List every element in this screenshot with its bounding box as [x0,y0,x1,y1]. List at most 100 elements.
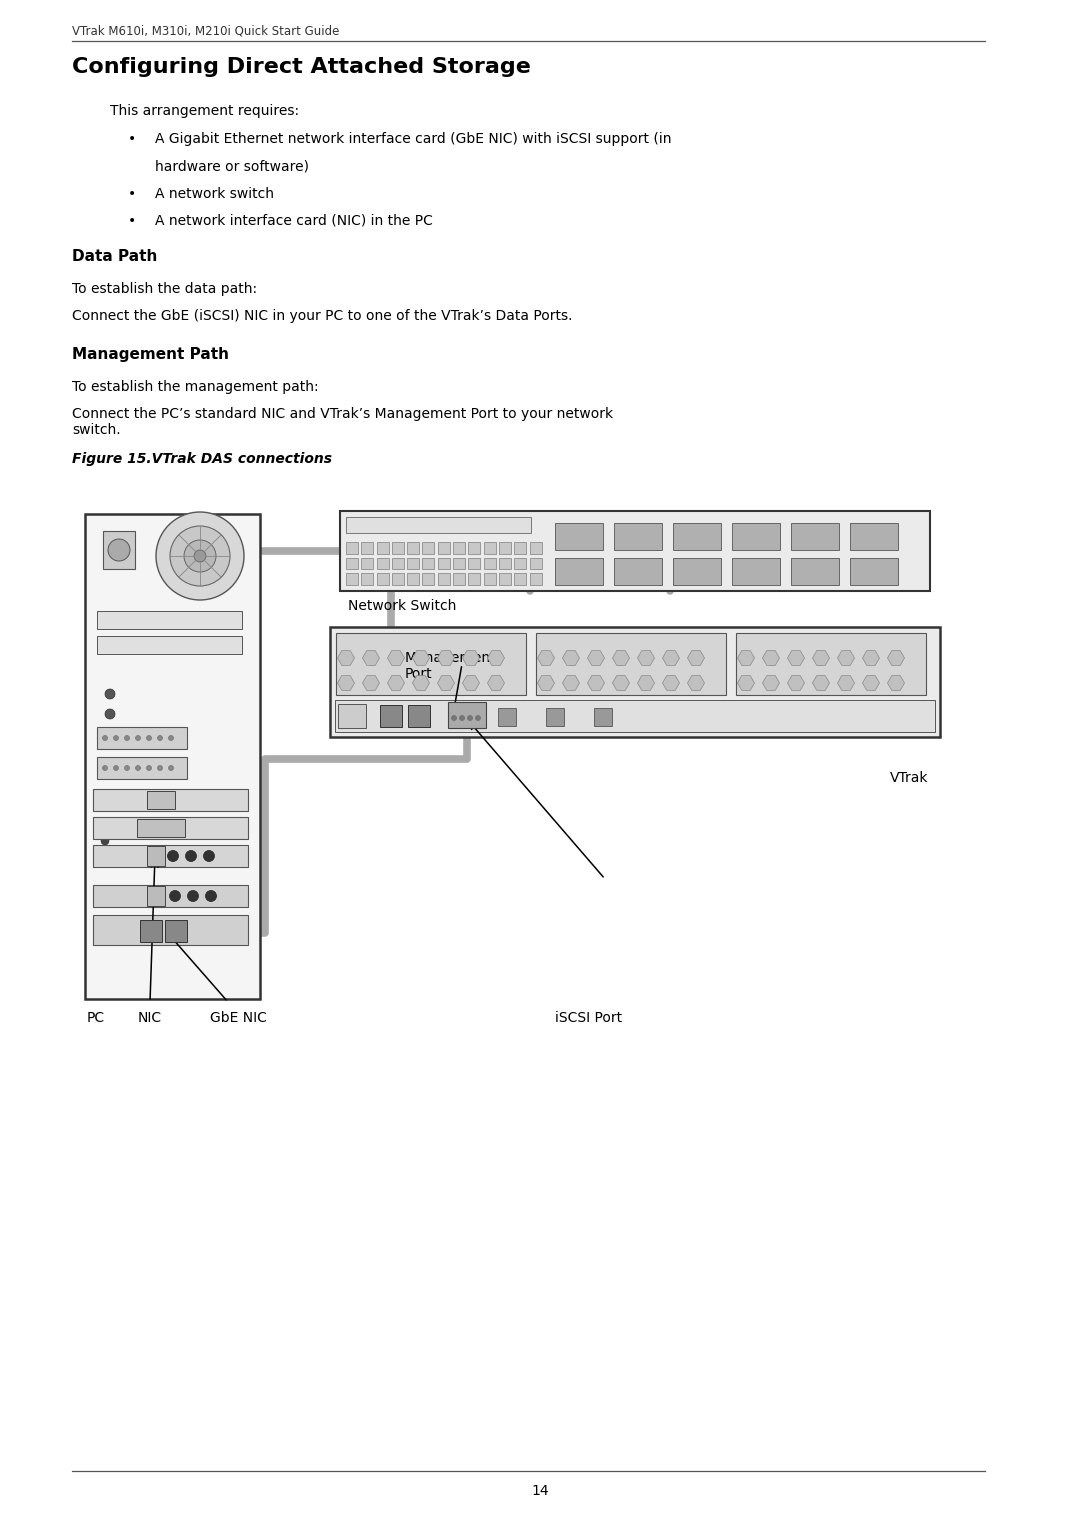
Circle shape [475,716,481,720]
Bar [362,573,374,586]
Circle shape [158,766,162,771]
Circle shape [194,550,206,563]
Circle shape [135,766,140,771]
Bar [448,702,486,728]
Bar [407,573,419,586]
Bar [377,541,389,553]
Circle shape [468,716,472,720]
Bar [338,703,366,728]
Circle shape [147,766,151,771]
Bar [346,517,531,534]
Circle shape [124,735,130,740]
Bar [103,531,135,569]
Circle shape [108,540,130,561]
Circle shape [105,690,114,699]
Bar [514,541,526,553]
Bar [93,885,248,907]
Text: PC: PC [87,1011,105,1024]
Text: •: • [129,214,136,228]
Bar [484,558,496,569]
Circle shape [113,735,119,740]
Text: Data Path: Data Path [72,249,158,265]
Bar [555,558,603,586]
Bar [454,573,465,586]
Bar [330,627,940,737]
Circle shape [205,890,216,902]
Bar [615,523,662,550]
Circle shape [149,850,161,861]
Text: Connect the GbE (iSCSI) NIC in your PC to one of the VTrak’s Data Ports.: Connect the GbE (iSCSI) NIC in your PC t… [72,309,572,323]
Bar [147,790,175,809]
Text: Figure 15.VTrak DAS connections: Figure 15.VTrak DAS connections [72,453,332,466]
Bar [408,705,430,726]
Bar [392,558,404,569]
Bar [377,573,389,586]
Text: Management Path: Management Path [72,347,229,362]
Bar [536,633,726,696]
Bar [437,541,449,553]
Text: iSCSI Port: iSCSI Port [555,1011,622,1024]
Bar [850,558,897,586]
Text: This arrangement requires:: This arrangement requires: [110,104,299,118]
Bar [335,700,935,732]
Circle shape [102,820,109,829]
Circle shape [103,735,108,740]
Bar [529,558,541,569]
Text: NIC: NIC [410,714,419,720]
Bar [673,558,721,586]
Bar [340,511,930,592]
Bar [732,558,780,586]
Bar [673,523,721,550]
Bar [93,789,248,810]
Bar [615,558,662,586]
Circle shape [170,526,230,586]
Circle shape [105,709,114,719]
Circle shape [203,850,215,861]
Text: VTrak: VTrak [890,771,929,784]
Bar [732,523,780,550]
Circle shape [113,766,119,771]
Bar [147,885,165,907]
Bar [529,573,541,586]
Bar [380,705,402,726]
Bar [137,820,185,836]
Text: To establish the data path:: To establish the data path: [72,281,257,297]
Bar [514,573,526,586]
Bar [93,816,248,839]
Bar [437,573,449,586]
Bar [85,514,260,998]
Bar [336,633,526,696]
Bar [469,558,481,569]
Circle shape [147,735,151,740]
Bar [97,612,242,628]
Text: GbE NIC: GbE NIC [210,1011,267,1024]
Text: PSI: PSI [382,714,390,720]
Bar [499,573,511,586]
Circle shape [184,540,216,572]
Circle shape [156,512,244,599]
Bar [454,541,465,553]
Bar [735,633,926,696]
Circle shape [451,716,457,720]
Text: A Gigabit Ethernet network interface card (GbE NIC) with iSCSI support (in: A Gigabit Ethernet network interface car… [156,131,672,145]
Bar [529,541,541,553]
Bar [407,541,419,553]
Bar [407,558,419,569]
Circle shape [188,890,199,902]
Circle shape [186,850,197,861]
Bar [791,523,839,550]
Circle shape [170,890,180,902]
Text: hardware or software): hardware or software) [156,161,309,174]
Bar [93,914,248,945]
Circle shape [124,766,130,771]
Text: A network switch: A network switch [156,187,274,200]
Text: Network Switch: Network Switch [348,599,457,613]
Bar [362,558,374,569]
Text: NIC: NIC [138,1011,162,1024]
Bar [850,523,897,550]
Circle shape [167,850,178,861]
Text: Management
Port: Management Port [405,651,497,682]
Circle shape [102,836,109,846]
Circle shape [168,735,174,740]
Bar [422,541,434,553]
